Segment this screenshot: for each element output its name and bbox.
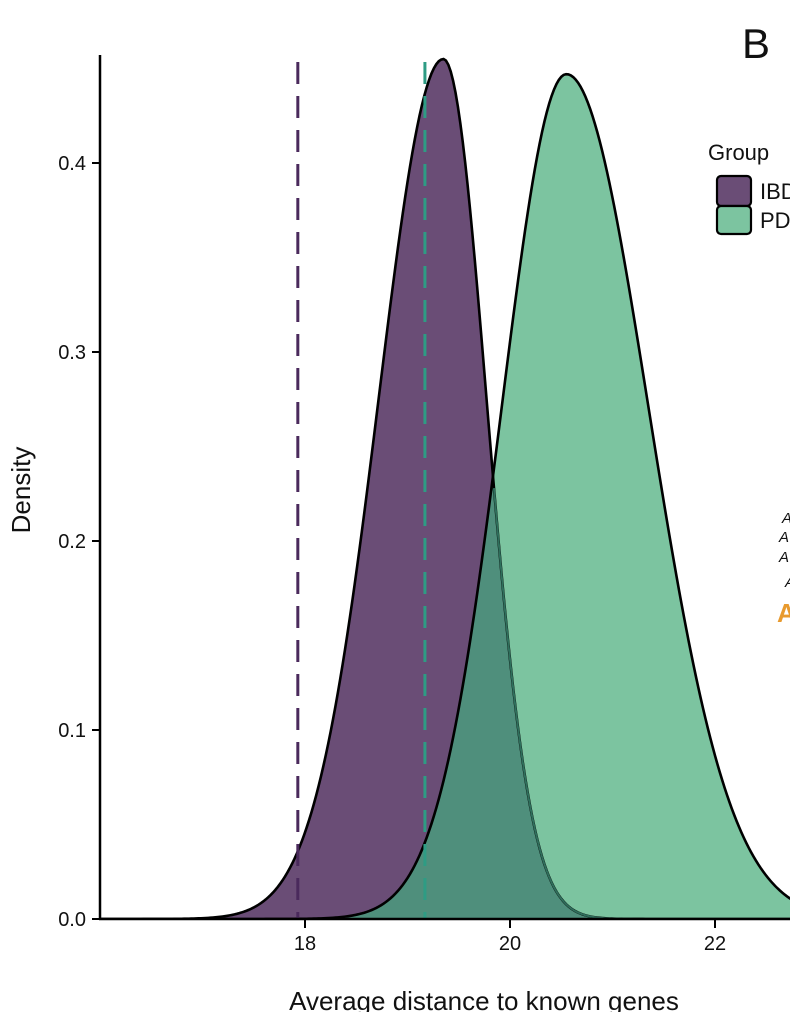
x-tick-label-2: 22	[704, 933, 726, 955]
y-axis-title: Density	[6, 447, 36, 534]
legend-label-pd: PD	[760, 208, 790, 233]
x-tick-label-1: 20	[499, 933, 521, 955]
legend-title: Group	[708, 140, 769, 165]
x-tick-label-0: 18	[294, 933, 316, 955]
panel-label: B	[742, 20, 770, 67]
y-axis-ticks: 0.0 0.1 0.2 0.3 0.4	[58, 153, 100, 931]
annotation-fragment-2: A	[778, 529, 789, 546]
y-tick-label-0: 0.0	[58, 909, 86, 931]
x-axis-title: Average distance to known genes	[289, 986, 679, 1012]
y-tick-label-2: 0.2	[58, 531, 86, 553]
x-axis-ticks: 18 20 22	[294, 920, 726, 955]
density-overlap-area	[100, 487, 790, 919]
y-tick-label-4: 0.4	[58, 153, 86, 175]
legend-label-ibd: IBD	[760, 179, 790, 204]
density-area-ibd	[100, 59, 790, 919]
legend-swatch-ibd	[715, 174, 753, 208]
plot-area	[100, 57, 790, 920]
annotation-fragment-1: A	[781, 510, 790, 527]
y-tick-label-1: 0.1	[58, 720, 86, 742]
annotation-fragment-5: A	[777, 598, 790, 628]
density-area-pd	[100, 74, 790, 919]
cropped-annotations: A A A A A	[777, 510, 790, 628]
annotation-fragment-4: A	[784, 574, 790, 591]
legend-swatch-pd	[715, 204, 753, 236]
annotation-fragment-3: A	[778, 549, 789, 566]
legend: Group IBD PD	[708, 140, 790, 236]
y-tick-label-3: 0.3	[58, 342, 86, 364]
